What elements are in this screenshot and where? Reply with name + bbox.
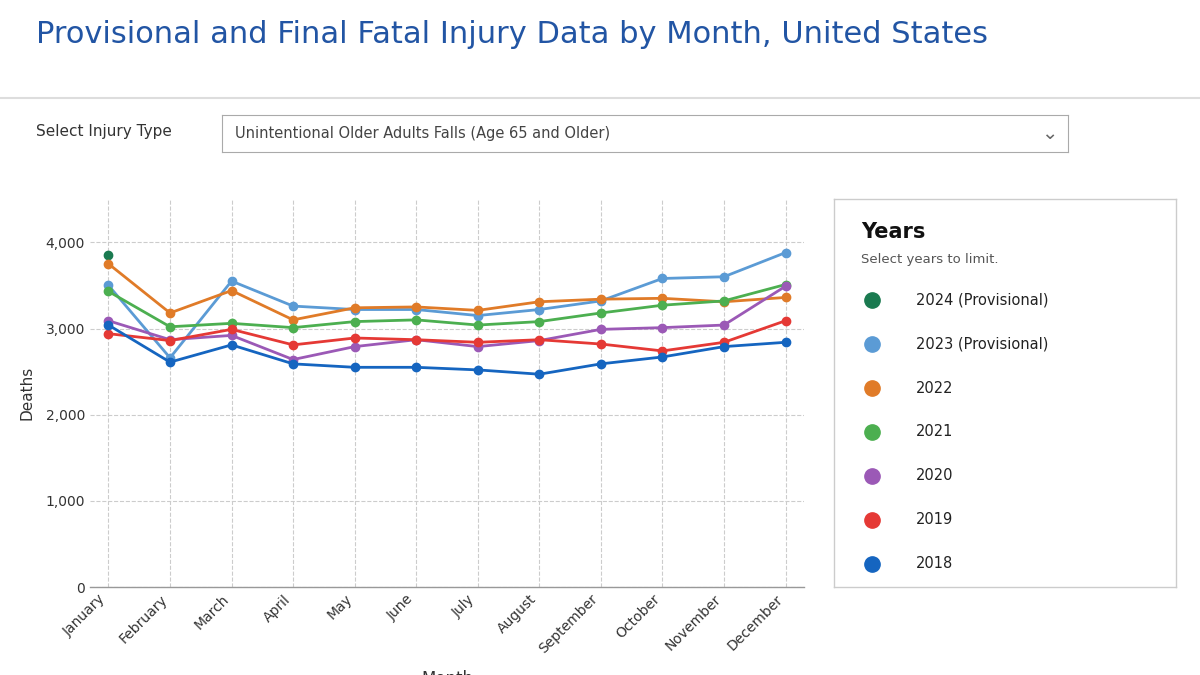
2018 — [163, 358, 178, 366]
2023 (Provisional) — [532, 306, 546, 314]
2020 — [470, 342, 485, 351]
Text: Years: Years — [862, 223, 925, 242]
2023 (Provisional) — [101, 281, 115, 290]
2022 — [163, 309, 178, 317]
2022 — [470, 306, 485, 315]
2023 (Provisional) — [470, 312, 485, 320]
2021 — [409, 316, 424, 324]
2022 — [224, 286, 239, 294]
2021 — [470, 321, 485, 329]
Text: 2018: 2018 — [916, 556, 953, 572]
2022 — [655, 294, 670, 302]
2023 (Provisional) — [348, 306, 362, 314]
Y-axis label: Deaths: Deaths — [19, 366, 35, 421]
2019 — [163, 337, 178, 345]
Text: 2019: 2019 — [916, 512, 953, 527]
Line: 2019: 2019 — [104, 317, 790, 355]
2023 (Provisional) — [163, 354, 178, 362]
2023 (Provisional) — [655, 275, 670, 283]
2021 — [101, 288, 115, 296]
2021 — [716, 297, 731, 305]
2018 — [532, 370, 546, 378]
2019 — [470, 338, 485, 346]
Line: 2023 (Provisional): 2023 (Provisional) — [104, 248, 790, 362]
2018 — [470, 366, 485, 374]
2021 — [655, 301, 670, 309]
2023 (Provisional) — [409, 306, 424, 314]
X-axis label: Month: Month — [421, 670, 473, 675]
2018 — [224, 341, 239, 349]
Line: 2018: 2018 — [104, 321, 790, 379]
2022 — [101, 260, 115, 268]
2021 — [224, 319, 239, 327]
Line: 2020: 2020 — [104, 282, 790, 364]
2019 — [286, 341, 300, 349]
2021 — [532, 317, 546, 325]
2021 — [163, 323, 178, 331]
2019 — [224, 325, 239, 333]
Text: 2024 (Provisional): 2024 (Provisional) — [916, 292, 1049, 308]
2022 — [532, 298, 546, 306]
2022 — [409, 303, 424, 311]
2018 — [348, 363, 362, 371]
2021 — [286, 323, 300, 331]
2020 — [163, 335, 178, 344]
2020 — [716, 321, 731, 329]
2020 — [594, 325, 608, 333]
2018 — [409, 363, 424, 371]
Text: 2022: 2022 — [916, 381, 954, 396]
2022 — [286, 316, 300, 324]
2021 — [348, 317, 362, 325]
Line: 2021: 2021 — [104, 280, 790, 332]
2023 (Provisional) — [224, 277, 239, 285]
2021 — [594, 309, 608, 317]
Text: Unintentional Older Adults Falls (Age 65 and Older): Unintentional Older Adults Falls (Age 65… — [235, 126, 610, 141]
2018 — [594, 360, 608, 368]
Text: Provisional and Final Fatal Injury Data by Month, United States: Provisional and Final Fatal Injury Data … — [36, 20, 988, 49]
2020 — [286, 356, 300, 364]
2019 — [594, 340, 608, 348]
Text: 2020: 2020 — [916, 468, 954, 483]
2019 — [716, 338, 731, 346]
2020 — [779, 282, 793, 290]
2018 — [655, 353, 670, 361]
2021 — [779, 281, 793, 289]
2019 — [655, 347, 670, 355]
2018 — [779, 338, 793, 346]
Text: Select years to limit.: Select years to limit. — [862, 253, 998, 267]
2019 — [101, 329, 115, 338]
2022 — [594, 295, 608, 303]
Text: 2021: 2021 — [916, 425, 954, 439]
Text: ⌄: ⌄ — [1042, 124, 1058, 143]
2020 — [655, 323, 670, 331]
2022 — [779, 294, 793, 302]
2023 (Provisional) — [594, 297, 608, 305]
Text: 2023 (Provisional): 2023 (Provisional) — [916, 337, 1049, 352]
2019 — [779, 317, 793, 325]
2018 — [716, 342, 731, 351]
2019 — [348, 334, 362, 342]
2023 (Provisional) — [286, 302, 300, 310]
2023 (Provisional) — [716, 273, 731, 281]
2020 — [348, 342, 362, 351]
2022 — [348, 304, 362, 312]
2019 — [409, 335, 424, 344]
2020 — [101, 317, 115, 325]
2020 — [532, 337, 546, 345]
2018 — [101, 321, 115, 329]
2023 (Provisional) — [779, 248, 793, 256]
2018 — [286, 360, 300, 368]
2020 — [409, 335, 424, 344]
Line: 2022: 2022 — [104, 260, 790, 324]
2020 — [224, 331, 239, 340]
Text: Select Injury Type: Select Injury Type — [36, 124, 172, 139]
2019 — [532, 335, 546, 344]
2022 — [716, 298, 731, 306]
